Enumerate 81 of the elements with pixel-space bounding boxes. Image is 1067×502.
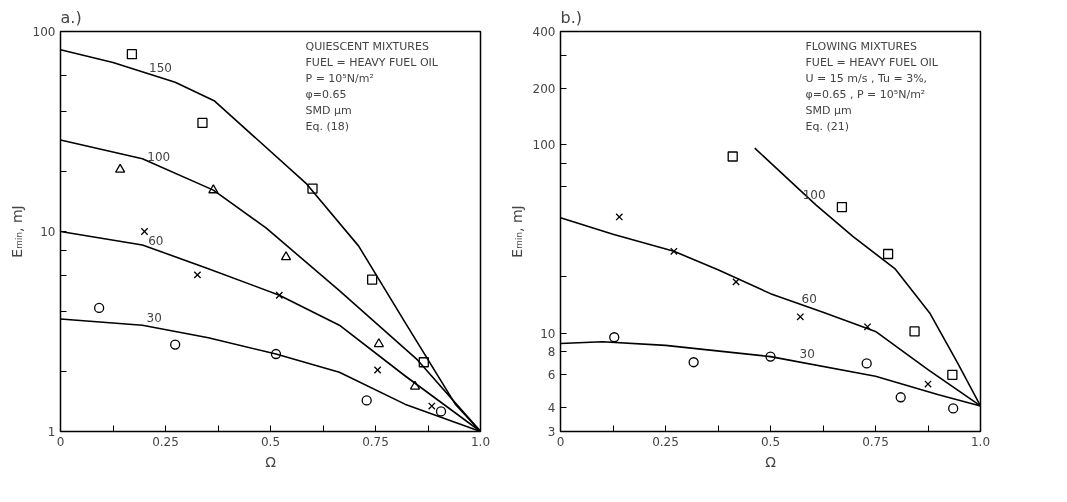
- annotation: QUIESCENT MIXTURES: [305, 39, 429, 53]
- point: [895, 392, 906, 403]
- point: [670, 247, 678, 256]
- point: [93, 302, 105, 314]
- y-tick-label: 200: [532, 81, 556, 96]
- x-tick-label: 0.25: [152, 434, 179, 449]
- chart-title: a.): [60, 7, 82, 27]
- point: [861, 358, 872, 369]
- y-tick-label: 100: [32, 25, 56, 39]
- annotation: 30: [146, 311, 162, 326]
- point: [126, 49, 138, 60]
- y-tick-label: 100: [532, 138, 556, 153]
- point: [197, 117, 208, 129]
- annotation: FUEL = HEAVY FUEL OIL: [805, 55, 939, 69]
- annotation: Eq. (21): [805, 119, 850, 133]
- point: [947, 369, 958, 380]
- point: [409, 380, 421, 390]
- annotation: 100: [147, 149, 171, 164]
- annotation: φ=0.65 , P = 10⁵N/m²: [805, 87, 926, 101]
- point: [924, 380, 932, 388]
- point: [208, 184, 219, 194]
- annotation: 150: [149, 61, 172, 76]
- y-tick-label: 10: [40, 225, 56, 239]
- point: [609, 332, 620, 343]
- point: [275, 291, 284, 300]
- annotation: U = 15 m/s , Tu = 3%,: [805, 71, 928, 85]
- annotation: 60: [801, 291, 817, 306]
- point: [114, 163, 126, 173]
- point: [863, 322, 872, 331]
- x-axis-title: Ω: [765, 453, 777, 470]
- point: [765, 351, 776, 362]
- point: [435, 406, 447, 417]
- x-tick-label: 0.75: [862, 434, 889, 449]
- x-tick-label: 0.5: [760, 434, 781, 449]
- x-tick-label: 0: [56, 434, 65, 449]
- point: [909, 326, 920, 337]
- point: [270, 348, 282, 360]
- y-tick-label: 6: [547, 368, 556, 383]
- point: [193, 271, 202, 279]
- point: [427, 402, 436, 410]
- y-tick-label: 10: [540, 326, 556, 341]
- y-axis-title: Eₘᵢₙ, mJ: [508, 205, 525, 258]
- chart-title: b.): [560, 7, 582, 27]
- y-tick-label: 1: [47, 425, 56, 439]
- annotation: SMD μm: [305, 103, 352, 117]
- point: [836, 201, 848, 213]
- y-tick-label: 8: [547, 344, 556, 359]
- point: [361, 395, 372, 406]
- x-tick-label: 1.0: [970, 434, 991, 449]
- annotation: Eq. (18): [305, 119, 350, 133]
- x-tick-label: 0.5: [260, 434, 281, 449]
- point: [727, 151, 738, 162]
- annotation: SMD μm: [805, 103, 852, 117]
- point: [373, 338, 385, 348]
- x-tick-label: 0: [556, 434, 565, 449]
- point: [418, 357, 429, 368]
- point: [882, 248, 894, 260]
- x-axis-title: Ω: [265, 453, 277, 470]
- y-axis-title: Eₘᵢₙ, mJ: [8, 205, 25, 258]
- point: [796, 312, 805, 321]
- annotation: 100: [802, 187, 826, 202]
- annotation: FLOWING MIXTURES: [805, 39, 918, 53]
- point: [307, 183, 318, 194]
- annotation: FUEL = HEAVY FUEL OIL: [305, 55, 439, 69]
- point: [170, 339, 181, 350]
- annotation: 30: [799, 347, 815, 362]
- point: [948, 403, 959, 414]
- x-tick-label: 0.25: [652, 434, 679, 449]
- annotation: 60: [148, 233, 164, 248]
- y-tick-label: 3: [547, 425, 556, 439]
- x-tick-label: 1.0: [470, 434, 491, 449]
- x-tick-label: 0.75: [362, 434, 389, 449]
- annotation: φ=0.65: [305, 87, 347, 101]
- point: [688, 357, 699, 368]
- point: [373, 366, 382, 374]
- y-tick-label: 4: [547, 401, 556, 416]
- point: [615, 213, 624, 221]
- point: [280, 251, 292, 261]
- y-tick-label: 400: [532, 25, 556, 39]
- annotation: P = 10⁵N/m²: [305, 71, 374, 85]
- point: [366, 274, 378, 285]
